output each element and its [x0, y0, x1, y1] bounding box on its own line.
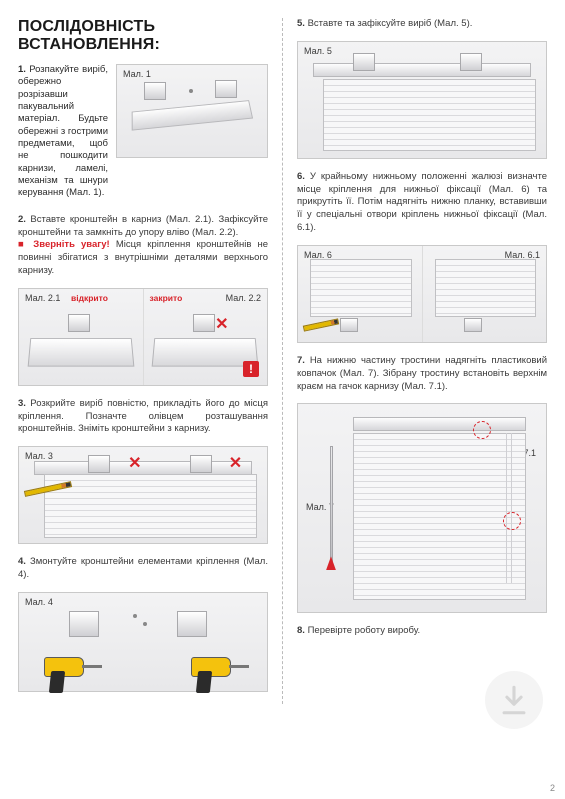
figure-2-1-label: Мал. 2.1 [25, 293, 60, 303]
figure-2: Мал. 2.1 відкрито закрито Мал. 2.2 ! ✕ [18, 288, 268, 386]
figure-1-label: Мал. 1 [123, 69, 151, 79]
step-8-num: 8. [297, 625, 305, 636]
fig3-blinds [44, 474, 257, 537]
step-3-body: Розкрийте виріб повністю, прикладіть йог… [18, 398, 268, 435]
fig6-blinds [310, 259, 411, 317]
step-6-text: 6. У крайньому нижньому положенні жалюзі… [297, 171, 547, 235]
fig7-tassel-icon [326, 556, 336, 570]
step-7-num: 7. [297, 355, 305, 366]
fig5-bracket-1 [353, 53, 375, 71]
step-2-warn-mark: ■ Зверніть увагу! [18, 239, 110, 250]
step-8-body: Перевірте роботу виробу. [308, 625, 421, 636]
step-5-text: 5. Вставте та зафіксуйте виріб (Мал. 5). [297, 18, 547, 31]
figure-6-left: Мал. 6 [298, 246, 423, 342]
fig4-drill-1 [44, 657, 100, 687]
figure-5-label: Мал. 5 [304, 46, 332, 56]
step-7-text: 7. На нижню частину тростини надягніть п… [297, 355, 547, 393]
step-5-body: Вставте та зафіксуйте виріб (Мал. 5). [308, 18, 473, 29]
fig61-bottom-bracket [464, 318, 482, 332]
step-4-num: 4. [18, 556, 26, 567]
figure-6: Мал. 6 Мал. 6.1 [297, 245, 547, 343]
right-column: 5. Вставте та зафіксуйте виріб (Мал. 5).… [297, 18, 547, 704]
figure-7: Мал. 7 Мал. 7.1 [297, 403, 547, 613]
fig4-drill-2 [191, 657, 247, 687]
fig4-screw-2 [143, 622, 147, 626]
page-title: ПОСЛІДОВНІСТЬ ВСТАНОВЛЕННЯ: [18, 18, 268, 54]
drill-bit [82, 665, 102, 668]
fig21-bracket [68, 314, 90, 332]
fig5-bracket-2 [460, 53, 482, 71]
step-1-text: 1. Розпакуйте виріб, обережно розрізавши… [18, 64, 108, 200]
fig3-x-1: ✕ [128, 453, 141, 473]
step-1-block: 1. Розпакуйте виріб, обережно розрізавши… [18, 64, 268, 200]
fig4-bracket-2 [177, 611, 207, 637]
fig4-screw-1 [133, 614, 137, 618]
fig5-rail [313, 63, 531, 77]
fig22-bracket [193, 314, 215, 332]
step-4-body: Змонтуйте кронштейни елементами кріпленн… [18, 556, 268, 580]
drill-handle [196, 671, 212, 693]
fig3-bracket-2 [190, 455, 212, 473]
fig3-rail [34, 461, 252, 475]
drill-bit [229, 665, 249, 668]
step-2-body: Вставте кронштейн в карниз (Мал. 2.1). З… [18, 214, 268, 238]
step-2-num: 2. [18, 214, 26, 225]
step-3-num: 3. [18, 398, 26, 409]
page-number: 2 [550, 783, 555, 793]
fig1-screw [189, 89, 193, 93]
step-1-body: Розпакуйте виріб, обережно розрізавши па… [18, 64, 108, 198]
fig22-x-icon: ✕ [215, 314, 228, 334]
figure-5: Мал. 5 [297, 41, 547, 159]
figure-4: Мал. 4 [18, 592, 268, 692]
step-4-text: 4. Змонтуйте кронштейни елементами кріпл… [18, 556, 268, 582]
step-1-num: 1. [18, 64, 26, 75]
figure-1: Мал. 1 [116, 64, 268, 158]
figure-2-1-open: відкрито [71, 293, 108, 303]
fig1-rail [132, 101, 253, 132]
fig7-rail [353, 417, 527, 431]
figure-3: Мал. 3 ✕ ✕ [18, 446, 268, 544]
column-divider [282, 18, 283, 704]
step-7-body: На нижню частину тростини надягніть плас… [297, 355, 547, 392]
fig5-blinds [323, 79, 536, 151]
watermark-down-arrow-icon [485, 671, 543, 729]
step-6-body: У крайньому нижньому положенні жалюзі ви… [297, 171, 547, 233]
left-column: ПОСЛІДОВНІСТЬ ВСТАНОВЛЕННЯ: 1. Розпакуйт… [18, 18, 268, 704]
fig3-x-2: ✕ [229, 453, 242, 473]
figure-2-2: закрито Мал. 2.2 ! ✕ [144, 289, 268, 385]
step-6-num: 6. [297, 171, 305, 182]
fig1-bracket-1 [144, 82, 166, 100]
step-2-text: 2. Вставте кронштейн в карниз (Мал. 2.1)… [18, 214, 268, 278]
fig1-bracket-2 [215, 80, 237, 98]
fig7-wand [330, 446, 333, 566]
figure-6-1: Мал. 6.1 [423, 246, 547, 342]
step-8-text: 8. Перевірте роботу виробу. [297, 625, 547, 638]
fig7-blinds [353, 433, 527, 599]
fig7-cord-2 [511, 433, 512, 583]
figure-2-2-label: Мал. 2.2 [226, 293, 261, 303]
figure-2-2-closed: закрито [150, 293, 183, 303]
fig61-blinds [435, 259, 536, 317]
figure-4-label: Мал. 4 [25, 597, 53, 607]
fig7-cord-1 [506, 433, 507, 583]
page-root: ПОСЛІДОВНІСТЬ ВСТАНОВЛЕННЯ: 1. Розпакуйт… [0, 0, 565, 714]
figure-2-1: Мал. 2.1 відкрито [19, 289, 144, 385]
fig4-bracket-1 [69, 611, 99, 637]
fig3-bracket-1 [88, 455, 110, 473]
fig6-bottom-bracket [340, 318, 358, 332]
step-5-num: 5. [297, 18, 305, 29]
drill-handle [49, 671, 65, 693]
fig6-pencil-icon [303, 319, 339, 332]
fig21-rail [28, 338, 134, 367]
step-3-text: 3. Розкрийте виріб повністю, прикладіть … [18, 398, 268, 436]
fig22-warning-icon: ! [243, 361, 259, 377]
